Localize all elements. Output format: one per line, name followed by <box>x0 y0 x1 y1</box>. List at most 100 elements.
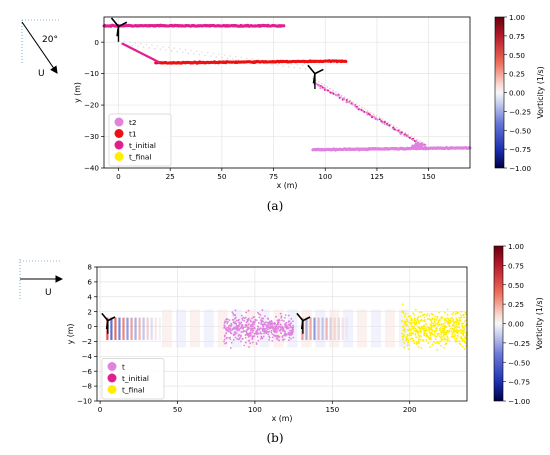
data-point <box>224 342 226 345</box>
data-point <box>442 330 445 333</box>
data-point <box>262 327 265 329</box>
vorticity-cell <box>226 57 229 60</box>
data-point <box>404 313 407 315</box>
wind-turbine-1-blade <box>105 320 109 330</box>
data-point <box>411 337 414 340</box>
data-point <box>268 330 271 333</box>
data-point <box>282 328 285 330</box>
data-point <box>459 314 462 317</box>
vorticity-cell <box>364 108 366 110</box>
data-point <box>365 111 368 114</box>
data-point <box>402 335 405 338</box>
data-point <box>410 145 414 149</box>
vorticity-cell <box>190 49 192 52</box>
data-point <box>403 346 406 349</box>
vorticity-cell <box>301 64 304 67</box>
data-point <box>371 116 374 119</box>
data-point <box>414 319 416 322</box>
data-point <box>436 315 439 318</box>
vorticity-band <box>158 317 161 340</box>
wind-turbine-2-blade <box>307 64 316 75</box>
data-point <box>279 312 282 315</box>
series-t <box>223 309 295 349</box>
data-point <box>292 324 294 327</box>
data-point <box>414 327 416 330</box>
data-point <box>415 323 418 326</box>
plot-frame <box>103 16 471 169</box>
data-point <box>462 314 465 317</box>
data-point <box>225 320 227 323</box>
data-point <box>275 325 278 328</box>
data-point <box>456 340 459 343</box>
data-point <box>264 315 266 318</box>
x-tick-label: 75 <box>269 172 278 181</box>
data-point <box>413 317 416 320</box>
data-point <box>366 113 369 116</box>
data-point <box>448 322 451 325</box>
data-point <box>424 146 427 149</box>
data-point <box>252 325 255 328</box>
legend-label: t <box>122 362 125 371</box>
vorticity-cell <box>375 114 378 117</box>
data-point <box>448 330 451 333</box>
data-point <box>284 332 287 335</box>
legend-label: t_final <box>122 385 145 394</box>
colorbar-tick-label: 0.50 <box>508 281 524 290</box>
data-point <box>400 131 403 134</box>
data-point <box>271 328 274 330</box>
data-point <box>438 342 440 345</box>
vorticity-band <box>150 317 153 340</box>
data-point <box>278 325 281 328</box>
data-point <box>244 326 246 329</box>
data-point <box>402 311 405 314</box>
data-point <box>240 314 243 317</box>
data-point <box>346 101 349 104</box>
data-point <box>418 346 420 348</box>
data-point <box>439 329 441 332</box>
data-point <box>429 323 432 326</box>
data-point <box>247 339 250 342</box>
vorticity-cell <box>317 81 320 83</box>
vorticity-blob <box>329 309 340 348</box>
data-point <box>260 322 263 325</box>
vorticity-cell <box>167 46 170 49</box>
data-point <box>414 146 417 149</box>
data-point <box>292 328 295 331</box>
data-point <box>259 314 262 316</box>
data-point <box>415 342 418 345</box>
data-point <box>415 143 419 147</box>
data-point <box>267 333 270 336</box>
data-point <box>291 333 294 336</box>
vorticity-cell <box>193 53 195 55</box>
data-point <box>251 317 253 320</box>
data-point <box>455 317 458 320</box>
vorticity-cell <box>218 53 220 56</box>
data-point <box>423 320 426 323</box>
data-point <box>244 334 247 337</box>
vorticity-cell <box>176 50 178 53</box>
data-point <box>241 325 244 328</box>
vorticity-blob <box>384 309 395 348</box>
data-point <box>460 337 463 340</box>
data-point <box>408 332 411 335</box>
data-point <box>464 335 467 338</box>
y-axis-label: y (m) <box>73 82 82 103</box>
data-point <box>280 332 282 334</box>
wind-turbine-1-blade <box>107 316 116 322</box>
data-point <box>402 310 405 313</box>
colorbar-tick-label: 0.25 <box>509 70 525 79</box>
vorticity-cell <box>209 55 212 57</box>
data-point <box>285 325 288 328</box>
data-point <box>290 337 292 340</box>
data-point <box>418 311 421 313</box>
vorticity-blob <box>315 309 326 348</box>
data-point <box>453 328 455 331</box>
data-point <box>407 341 409 344</box>
data-point <box>443 333 446 336</box>
data-point <box>429 333 432 336</box>
data-point <box>425 314 428 317</box>
vorticity-cell <box>165 49 167 51</box>
vorticity-cell <box>234 55 237 58</box>
data-point <box>401 332 404 335</box>
data-point <box>421 314 424 317</box>
